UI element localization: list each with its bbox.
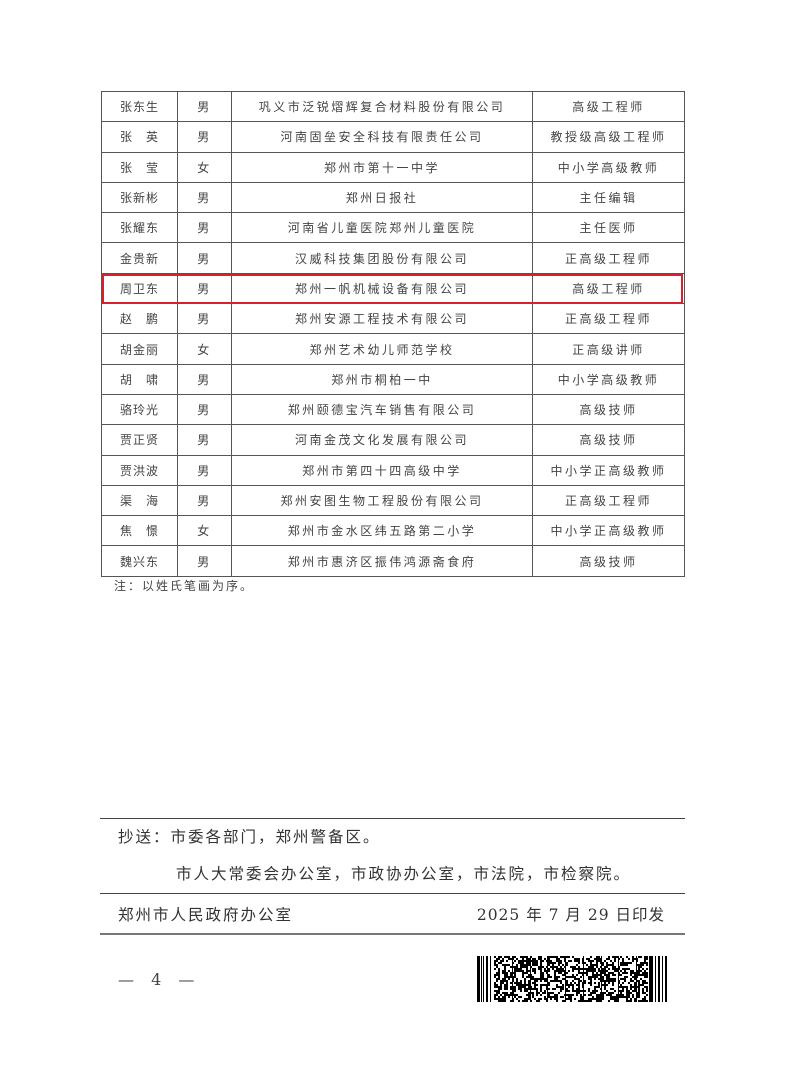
- divider: [100, 893, 685, 894]
- title-cell: 正高级讲师: [532, 333, 685, 365]
- gender-cell: 男: [177, 454, 232, 486]
- table-row: 焦 憬女郑州市金水区纬五路第二小学 中小学正高级教师: [101, 515, 685, 547]
- organization-cell: 郑州市桐柏一中: [231, 363, 533, 395]
- cc-line-1: 抄送：市委各部门，郑州警备区。: [118, 828, 381, 846]
- gender-cell: 男: [177, 121, 232, 153]
- table-row: 胡 啸男郑州市桐柏一中 中小学高级教师: [101, 363, 685, 395]
- title-cell: 正高级工程师: [532, 303, 685, 335]
- gender-cell: 男: [177, 393, 232, 426]
- divider: [100, 933, 685, 935]
- highlight-box: [102, 274, 683, 304]
- personnel-table: 张东生男巩义市泛锐熠辉复合材料股份有限公司 高级工程师张 英男河南固垒安全科技有限…: [101, 90, 685, 577]
- name-cell: 张 英: [101, 121, 178, 153]
- organization-cell: 郑州颐德宝汽车销售有限公司: [231, 393, 533, 426]
- organization-cell: 郑州安图生物工程股份有限公司: [231, 484, 533, 517]
- table-row-highlighted: 周卫东男郑州一帆机械设备有限公司 高级工程师: [101, 272, 685, 305]
- name-cell: 赵 鹏: [101, 303, 178, 335]
- name-cell: 张东生: [101, 90, 178, 123]
- title-cell: 主任医师: [532, 212, 685, 244]
- organization-cell: 郑州安源工程技术有限公司: [231, 303, 533, 335]
- title-cell: 中小学正高级教师: [532, 515, 685, 547]
- name-cell: 焦 憬: [101, 515, 178, 547]
- gender-cell: 女: [177, 333, 232, 365]
- table-row: 张 莹女郑州市第十一中学 中小学高级教师: [101, 151, 685, 183]
- title-cell: 中小学高级教师: [532, 151, 685, 183]
- name-cell: 骆玲光: [101, 393, 178, 426]
- table-row: 张耀东男河南省儿童医院郑州儿童医院 主任医师: [101, 212, 685, 244]
- organization-cell: 郑州市第四十四高级中学: [231, 454, 533, 486]
- table-row: 贾洪波男郑州市第四十四高级中学 中小学正高级教师: [101, 454, 685, 486]
- title-cell: 高级工程师: [532, 90, 685, 123]
- gender-cell: 男: [177, 181, 232, 214]
- name-cell: 张耀东: [101, 212, 178, 244]
- table-row: 金贵新男汉威科技集团股份有限公司 正高级工程师: [101, 242, 685, 274]
- organization-cell: 河南省儿童医院郑州儿童医院: [231, 212, 533, 244]
- organization-cell: 郑州艺术幼儿师范学校: [231, 333, 533, 365]
- gender-cell: 男: [177, 272, 232, 305]
- organization-cell: 河南金茂文化发展有限公司: [231, 424, 533, 456]
- gender-cell: 男: [177, 303, 232, 335]
- table-note: 注：以姓氏笔画为序。: [114, 579, 255, 593]
- table-row: 骆玲光男郑州颐德宝汽车销售有限公司 高级技师: [101, 393, 685, 426]
- title-cell: 高级技师: [532, 545, 685, 577]
- organization-cell: 郑州市金水区纬五路第二小学: [231, 515, 533, 547]
- table-row: 张 英男河南固垒安全科技有限责任公司 教授级高级工程师: [101, 121, 685, 153]
- title-cell: 正高级工程师: [532, 484, 685, 517]
- table-row: 张新彬男郑州日报社 主任编辑: [101, 181, 685, 214]
- gender-cell: 男: [177, 424, 232, 456]
- title-cell: 高级技师: [532, 424, 685, 456]
- cc-line-2: 市人大常委会办公室，市政协办公室，市法院，市检察院。: [176, 865, 632, 883]
- table-row: 魏兴东男郑州市惠济区振伟鸿源斋食府 高级技师: [101, 545, 685, 577]
- name-cell: 周卫东: [101, 272, 178, 305]
- name-cell: 贾正贤: [101, 424, 178, 456]
- name-cell: 渠 海: [101, 484, 178, 517]
- organization-cell: 郑州市第十一中学: [231, 151, 533, 183]
- table-row: 赵 鹏男郑州安源工程技术有限公司 正高级工程师: [101, 303, 685, 335]
- title-cell: 主任编辑: [532, 181, 685, 214]
- issue-date: 2025 年 7 月 29 日印发: [476, 906, 665, 924]
- name-cell: 张 莹: [101, 151, 178, 183]
- title-cell: 高级技师: [532, 393, 685, 426]
- organization-cell: 汉威科技集团股份有限公司: [231, 242, 533, 274]
- table-row: 渠 海男郑州安图生物工程股份有限公司 正高级工程师: [101, 484, 685, 517]
- gender-cell: 女: [177, 515, 232, 547]
- divider: [100, 818, 685, 819]
- gender-cell: 男: [177, 90, 232, 123]
- gender-cell: 男: [177, 212, 232, 244]
- gender-cell: 男: [177, 545, 232, 577]
- name-cell: 金贵新: [101, 242, 178, 274]
- gender-cell: 男: [177, 484, 232, 517]
- title-cell: 中小学高级教师: [532, 363, 685, 395]
- issuer: 郑州市人民政府办公室: [118, 906, 294, 924]
- page-number: — 4 —: [118, 970, 201, 989]
- title-cell: 中小学正高级教师: [532, 454, 685, 486]
- gender-cell: 男: [177, 363, 232, 395]
- name-cell: 胡金丽: [101, 333, 178, 365]
- organization-cell: 河南固垒安全科技有限责任公司: [231, 121, 533, 153]
- organization-cell: 郑州市惠济区振伟鸿源斋食府: [231, 545, 533, 577]
- name-cell: 胡 啸: [101, 363, 178, 395]
- gender-cell: 男: [177, 242, 232, 274]
- title-cell: 高级工程师: [532, 272, 685, 305]
- name-cell: 贾洪波: [101, 454, 178, 486]
- organization-cell: 巩义市泛锐熠辉复合材料股份有限公司: [231, 90, 533, 123]
- title-cell: 教授级高级工程师: [532, 121, 685, 153]
- table-row: 张东生男巩义市泛锐熠辉复合材料股份有限公司 高级工程师: [101, 90, 685, 123]
- gender-cell: 女: [177, 151, 232, 183]
- table-row: 贾正贤男河南金茂文化发展有限公司 高级技师: [101, 424, 685, 456]
- table-row: 胡金丽女郑州艺术幼儿师范学校 正高级讲师: [101, 333, 685, 365]
- organization-cell: 郑州日报社: [231, 181, 533, 214]
- name-cell: 张新彬: [101, 181, 178, 214]
- title-cell: 正高级工程师: [532, 242, 685, 274]
- pdf417-barcode-icon: [477, 956, 667, 1002]
- name-cell: 魏兴东: [101, 545, 178, 577]
